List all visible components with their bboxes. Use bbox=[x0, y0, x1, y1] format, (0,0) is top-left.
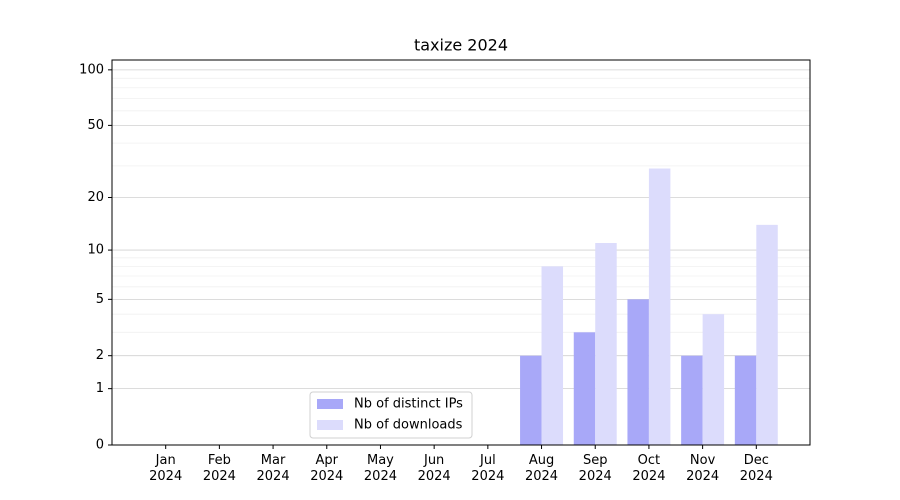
x-tick-label: Jul 2024 bbox=[471, 453, 505, 484]
bar bbox=[648, 168, 671, 445]
bar bbox=[702, 314, 725, 445]
bar bbox=[520, 355, 542, 445]
y-tick-label: 50 bbox=[87, 118, 104, 133]
x-tick-label: Apr 2024 bbox=[310, 453, 344, 484]
bar bbox=[734, 355, 757, 445]
legend-label: Nb of distinct IPs bbox=[354, 397, 463, 412]
x-tick-label: Feb 2024 bbox=[202, 453, 236, 484]
x-tick-label: Nov 2024 bbox=[686, 453, 720, 484]
x-tick-label: Mar 2024 bbox=[256, 453, 290, 484]
bar bbox=[627, 299, 649, 445]
plot-frame bbox=[111, 59, 811, 446]
x-tick-label: Aug 2024 bbox=[524, 453, 559, 484]
x-tick-label: Sep 2024 bbox=[578, 453, 612, 484]
y-tick-label: 2 bbox=[96, 348, 104, 363]
y-tick-label: 0 bbox=[96, 438, 104, 453]
x-tick-label: Jun 2024 bbox=[417, 453, 451, 484]
bar bbox=[681, 355, 703, 445]
legend-swatch bbox=[317, 399, 343, 409]
bar bbox=[541, 266, 564, 445]
legend-box bbox=[309, 391, 473, 439]
legend-swatch bbox=[317, 420, 343, 430]
legend: Nb of distinct IPs Nb of downloads bbox=[309, 391, 473, 439]
y-tick-label: 10 bbox=[87, 243, 104, 258]
legend-label: Nb of downloads bbox=[354, 418, 463, 433]
chart-title: taxize 2024 bbox=[414, 36, 508, 55]
bar bbox=[573, 332, 596, 445]
y-tick-label: 20 bbox=[87, 190, 104, 205]
bar bbox=[595, 243, 617, 445]
bar bbox=[756, 224, 778, 445]
y-tick-label: 1 bbox=[96, 381, 104, 396]
y-tick-label: 5 bbox=[96, 292, 104, 307]
x-tick-label: Dec 2024 bbox=[739, 453, 773, 484]
x-tick-label: Jan 2024 bbox=[149, 453, 183, 484]
y-tick-label: 100 bbox=[79, 62, 104, 77]
x-tick-label: Oct 2024 bbox=[632, 453, 666, 484]
x-tick-label: May 2024 bbox=[363, 453, 397, 484]
